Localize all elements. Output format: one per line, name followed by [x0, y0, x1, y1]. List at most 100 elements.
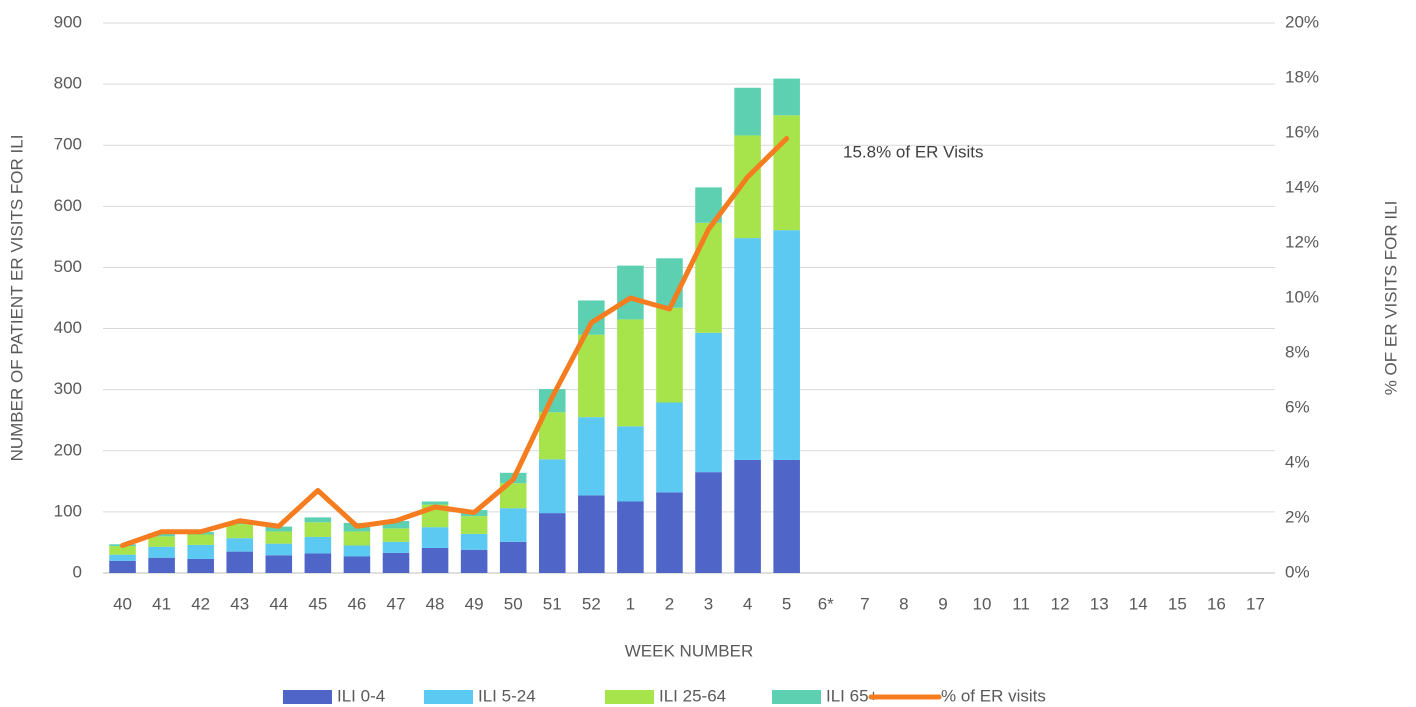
bar-segment — [773, 115, 800, 231]
bar-segment — [148, 533, 175, 537]
bar-segment — [343, 531, 371, 546]
y-tick-label: 300 — [54, 379, 82, 398]
x-tick-label: 49 — [465, 594, 484, 613]
x-tick-label: 44 — [269, 594, 288, 613]
y-tick-label: 400 — [54, 318, 82, 337]
bar-segment — [578, 417, 605, 496]
bar-segment — [265, 543, 293, 556]
x-tick-label: 40 — [113, 594, 132, 613]
bar-segment — [304, 536, 332, 554]
bar-segment — [460, 549, 488, 573]
bar-segment — [617, 265, 644, 320]
bar-segment — [226, 524, 254, 539]
x-tick-label: 48 — [426, 594, 445, 613]
y2-tick-label: 2% — [1285, 507, 1310, 526]
legend-swatch — [605, 690, 654, 704]
bar-segment — [382, 541, 410, 553]
bar-segment — [187, 544, 214, 559]
y-tick-label: 800 — [54, 74, 82, 93]
bar-segment — [304, 517, 332, 523]
bar-segment — [265, 555, 293, 573]
x-tick-label: 41 — [152, 594, 171, 613]
x-tick-label: 1 — [626, 594, 635, 613]
bar-segment — [499, 541, 527, 573]
x-tick-label: 16 — [1207, 594, 1226, 613]
bar-segment — [538, 513, 566, 573]
x-tick-label: 52 — [582, 594, 601, 613]
bar-segment — [578, 495, 605, 573]
bar-segment — [695, 472, 722, 573]
bar-segment — [617, 319, 644, 427]
bar-segment — [460, 533, 488, 550]
y2-tick-label: 8% — [1285, 342, 1310, 361]
bar-segment — [304, 553, 332, 573]
bar-segment — [460, 516, 488, 534]
x-tick-label: 4 — [743, 594, 752, 613]
x-tick-label: 43 — [230, 594, 249, 613]
x-tick-label: 45 — [308, 594, 327, 613]
bar-segment — [382, 552, 410, 573]
y2-tick-label: 20% — [1285, 12, 1319, 31]
y-tick-label: 200 — [54, 440, 82, 459]
x-tick-label: 7 — [860, 594, 869, 613]
bar-segment — [695, 222, 722, 333]
bar-segment — [109, 546, 136, 555]
y2-tick-label: 14% — [1285, 177, 1319, 196]
x-tick-label: 46 — [347, 594, 366, 613]
bar-segment — [226, 551, 254, 573]
line — [120, 136, 790, 548]
y-tick-label: 100 — [54, 501, 82, 520]
x-tick-label: 10 — [973, 594, 992, 613]
y-axis-label: NUMBER OF PATIENT ER VISITS FOR ILI — [7, 135, 26, 462]
legend-label: ILI 5-24 — [478, 686, 536, 705]
bar-segment — [656, 402, 683, 493]
legend-swatch — [283, 690, 332, 704]
bar-segment — [734, 87, 761, 136]
legend-swatch — [772, 690, 821, 704]
bar-segment — [343, 556, 371, 573]
y2-tick-label: 6% — [1285, 397, 1310, 416]
bar-segment — [734, 459, 761, 573]
bar-segment — [656, 492, 683, 573]
bar-segment — [187, 558, 214, 573]
bar-segment — [617, 501, 644, 573]
bar-segment — [734, 238, 761, 460]
x-axis-label: WEEK NUMBER — [625, 641, 753, 660]
bar-segment — [695, 332, 722, 473]
x-tick-label: 9 — [938, 594, 947, 613]
x-tick-label: 15 — [1168, 594, 1187, 613]
x-tick-label: 8 — [899, 594, 908, 613]
bar-segment — [148, 536, 175, 547]
y2-tick-label: 18% — [1285, 67, 1319, 86]
y2-tick-label: 12% — [1285, 232, 1319, 251]
legend-label: ILI 25-64 — [659, 686, 726, 705]
x-tick-label: 3 — [704, 594, 713, 613]
y-tick-label: 900 — [54, 12, 82, 31]
y2-tick-label: 0% — [1285, 562, 1310, 581]
bar-segment — [187, 534, 214, 545]
y2-tick-label: 4% — [1285, 452, 1310, 471]
x-tick-label: 6* — [818, 594, 834, 613]
bar-segment — [773, 459, 800, 573]
bar-segment — [773, 78, 800, 116]
bar-segment — [265, 526, 293, 532]
bar-segment — [109, 560, 136, 573]
bar-segment — [343, 545, 371, 557]
bar-segment — [656, 307, 683, 403]
bar-segment — [656, 258, 683, 308]
bar-segment — [109, 554, 136, 561]
y-tick-label: 500 — [54, 257, 82, 276]
y-tick-label: 600 — [54, 196, 82, 215]
bar-segment — [148, 546, 175, 558]
bar-segment — [226, 538, 254, 552]
bar-segment — [226, 522, 254, 525]
bar-segment — [499, 508, 527, 542]
x-tick-label: 5 — [782, 594, 791, 613]
x-tick-label: 11 — [1012, 594, 1030, 613]
bar-segment — [304, 522, 332, 537]
y2-axis-label: % OF ER VISITS FOR ILI — [1381, 201, 1400, 396]
x-tick-label: 2 — [665, 594, 674, 613]
y-tick-label: 700 — [54, 135, 82, 154]
bar-segment — [421, 547, 449, 573]
